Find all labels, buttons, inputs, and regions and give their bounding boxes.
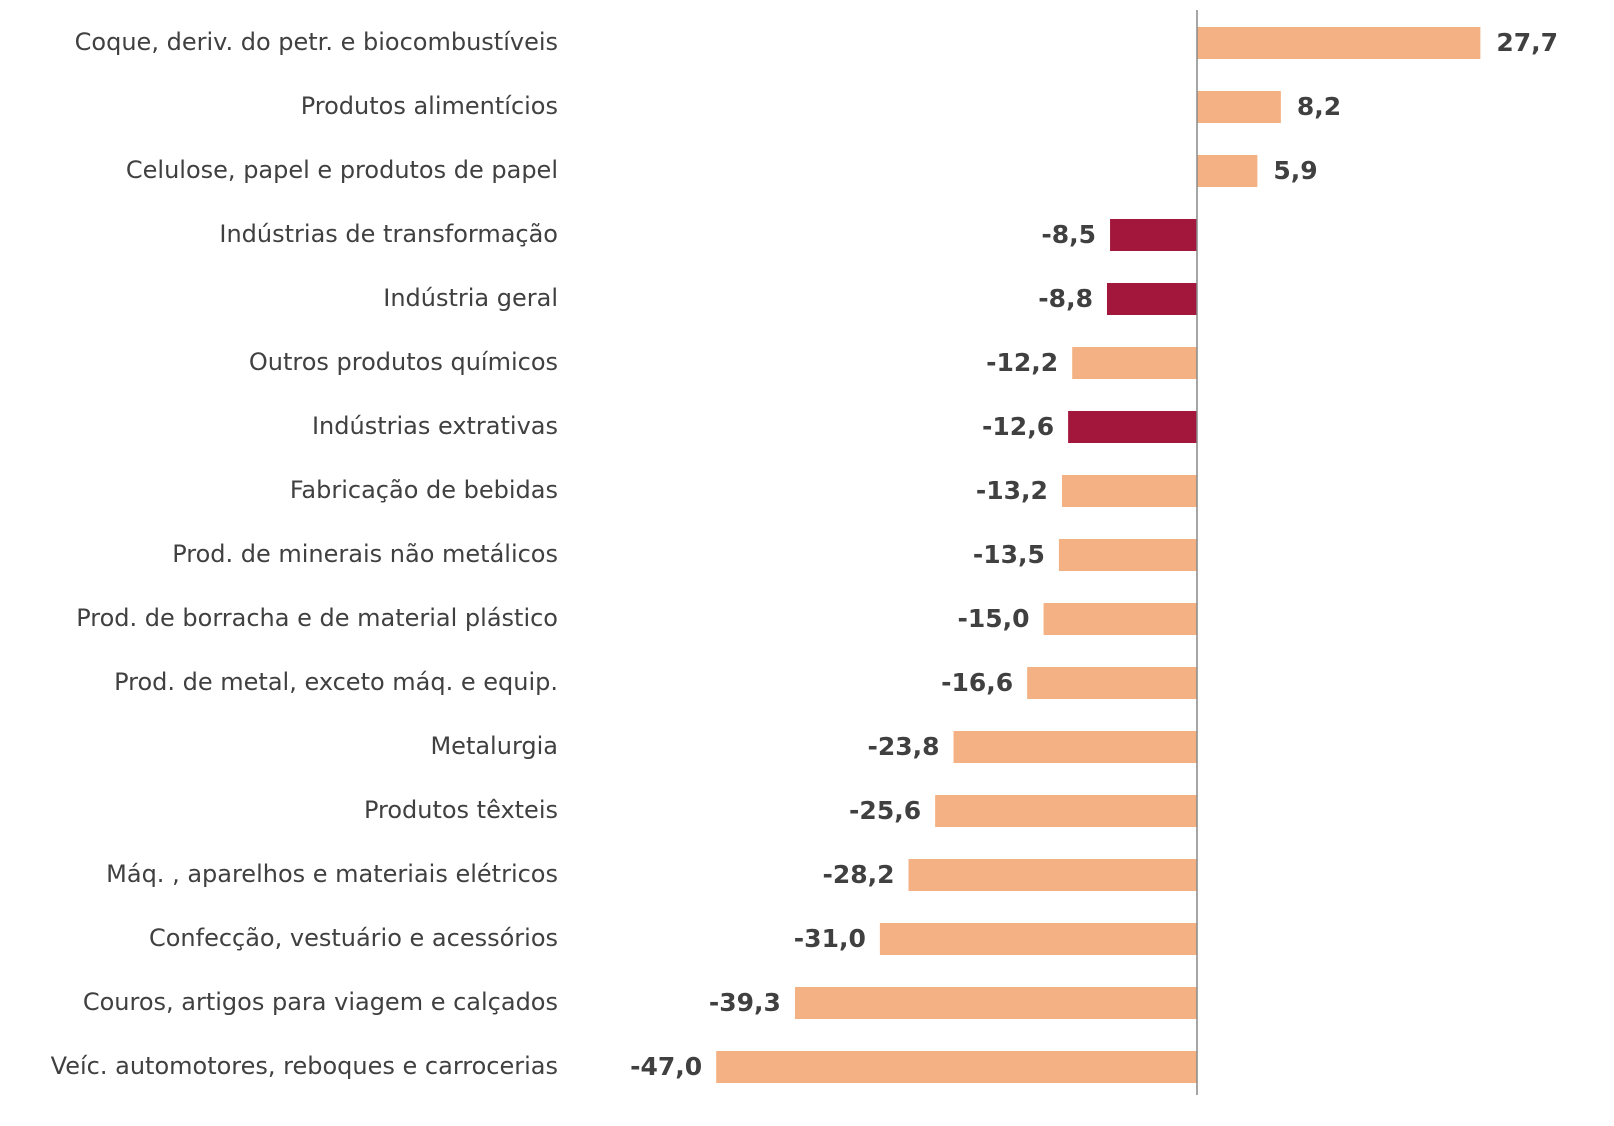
value-label: 27,7 (1496, 28, 1558, 57)
category-label: Veíc. automotores, reboques e carroceria… (51, 1052, 558, 1080)
value-label: -39,3 (709, 988, 781, 1017)
bar (1197, 91, 1281, 123)
bar (879, 923, 1197, 955)
category-label: Coque, deriv. do petr. e biocombustíveis (75, 28, 558, 56)
value-label: -15,0 (957, 604, 1029, 633)
value-label: -16,6 (941, 668, 1013, 697)
category-label: Prod. de metal, exceto máq. e equip. (114, 668, 558, 696)
value-label: 8,2 (1297, 92, 1341, 121)
value-label: -12,2 (986, 348, 1058, 377)
value-label: 5,9 (1273, 156, 1317, 185)
value-label: -31,0 (794, 924, 866, 953)
value-label: -23,8 (867, 732, 939, 761)
category-label: Máq. , aparelhos e materiais elétricos (106, 860, 558, 888)
bar (1110, 219, 1197, 251)
category-label: Prod. de borracha e de material plástico (76, 604, 558, 632)
category-label: Prod. de minerais não metálicos (172, 540, 558, 568)
bar (1197, 27, 1481, 59)
value-label: -13,5 (973, 540, 1045, 569)
bar (935, 795, 1197, 827)
value-label: -8,8 (1038, 284, 1093, 313)
category-label: Produtos alimentícios (301, 92, 558, 120)
bar (716, 1051, 1197, 1083)
category-label: Fabricação de bebidas (290, 476, 558, 504)
bar (794, 987, 1197, 1019)
bar (1061, 475, 1197, 507)
category-label: Produtos têxteis (364, 796, 558, 824)
category-label: Metalurgia (430, 732, 558, 760)
bar (953, 731, 1197, 763)
category-label: Indústria geral (383, 284, 558, 312)
category-label: Confecção, vestuário e acessórios (149, 924, 558, 952)
value-label: -13,2 (976, 476, 1048, 505)
value-label: -25,6 (849, 796, 921, 825)
bar (1106, 283, 1197, 315)
bar (1058, 539, 1197, 571)
category-label: Indústrias extrativas (312, 412, 558, 440)
value-label: -47,0 (630, 1052, 702, 1081)
value-label: -12,6 (982, 412, 1054, 441)
category-label: Indústrias de transformação (219, 220, 558, 248)
bar (1197, 155, 1258, 187)
category-label: Celulose, papel e produtos de papel (126, 156, 558, 184)
bar (1072, 347, 1197, 379)
value-label: -28,2 (822, 860, 894, 889)
category-label: Couros, artigos para viagem e calçados (83, 988, 558, 1016)
bar (908, 859, 1197, 891)
bar (1043, 603, 1197, 635)
value-label: -8,5 (1041, 220, 1096, 249)
category-label: Outros produtos químicos (249, 348, 558, 376)
bar (1027, 667, 1197, 699)
bar (1068, 411, 1197, 443)
